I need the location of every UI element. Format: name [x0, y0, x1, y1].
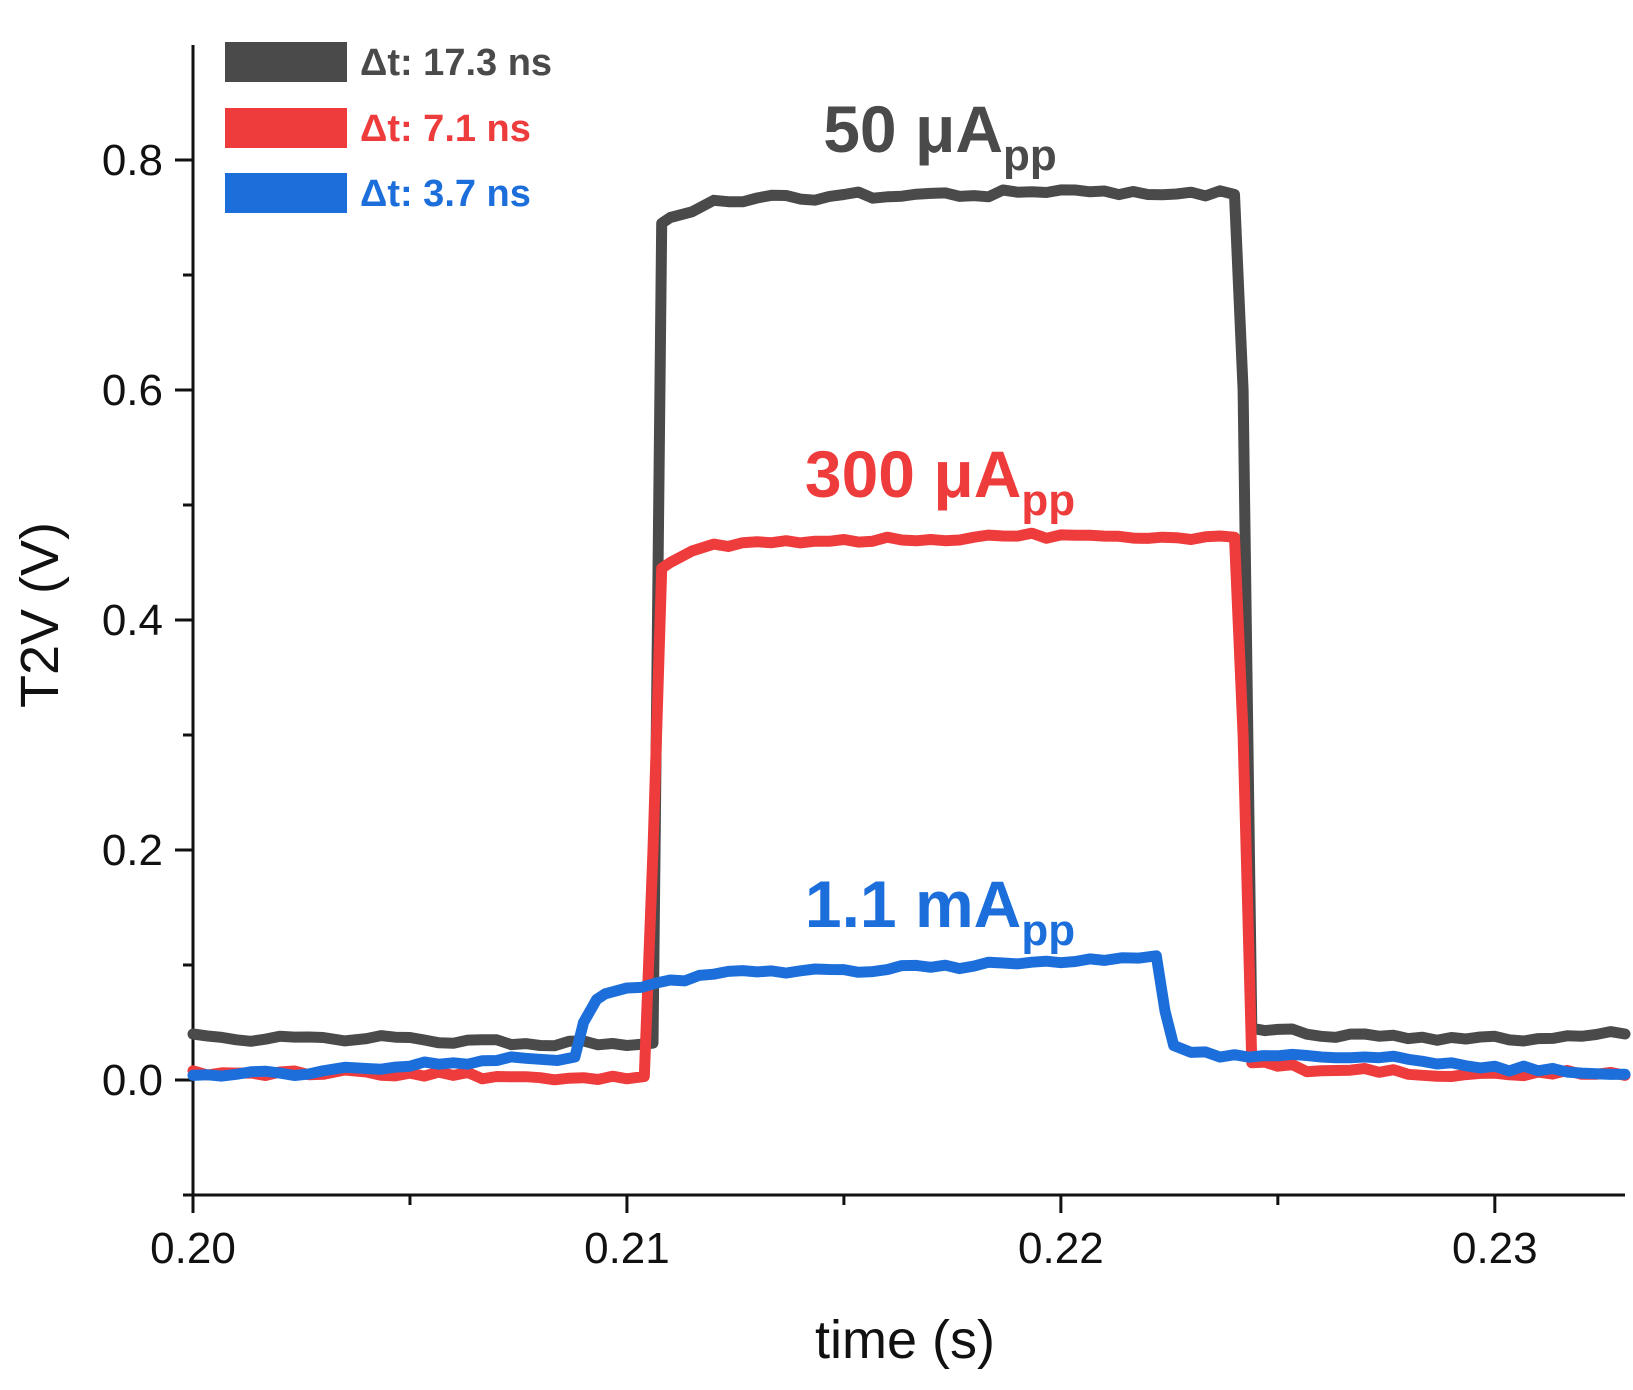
- annotation-subscript: pp: [1021, 476, 1075, 525]
- annotation-subscript: pp: [1003, 131, 1057, 180]
- y-tick-label: 0.6: [102, 366, 163, 415]
- y-tick-label: 0.4: [102, 596, 163, 645]
- axes: 0.20 0.21 0.22 0.23 0.0 0.2 0.4 0.6 0.8: [102, 45, 1625, 1273]
- series-line-red: [187, 527, 1631, 1086]
- legend-swatch-blue: [225, 173, 347, 213]
- annotation-main: 300 μA: [805, 437, 1022, 511]
- x-tick-label: 0.22: [1018, 1224, 1104, 1273]
- y-tick-label: 0.8: [102, 136, 163, 185]
- legend-label-red: Δt: 7.1 ns: [360, 108, 531, 150]
- legend-swatch-gray: [225, 42, 347, 82]
- annotation-blue: 1.1 mApp: [805, 867, 1075, 955]
- x-tick-label: 0.23: [1452, 1224, 1538, 1273]
- legend-swatch-red: [225, 108, 347, 148]
- legend-label-gray: Δt: 17.3 ns: [360, 42, 552, 84]
- annotation-main: 50 μA: [823, 92, 1003, 166]
- series-line-blue: [187, 950, 1631, 1082]
- series-layer: [187, 184, 1631, 1086]
- series-line-gray: [187, 184, 1631, 1052]
- x-axis-title: time (s): [815, 1310, 995, 1370]
- x-tick-label: 0.20: [150, 1224, 236, 1273]
- annotation-gray: 50 μApp: [823, 92, 1057, 180]
- annotation-red: 300 μApp: [805, 437, 1075, 525]
- y-axis-title: T2V (V): [10, 522, 70, 708]
- annotation-subscript: pp: [1021, 906, 1075, 955]
- y-tick-label: 0.2: [102, 826, 163, 875]
- y-tick-label: 0.0: [102, 1056, 163, 1105]
- annotation-main: 1.1 mA: [805, 867, 1021, 941]
- x-tick-label: 0.21: [584, 1224, 670, 1273]
- legend-label-blue: Δt: 3.7 ns: [360, 173, 531, 215]
- legend: Δt: 17.3 ns Δt: 7.1 ns Δt: 3.7 ns: [225, 42, 552, 215]
